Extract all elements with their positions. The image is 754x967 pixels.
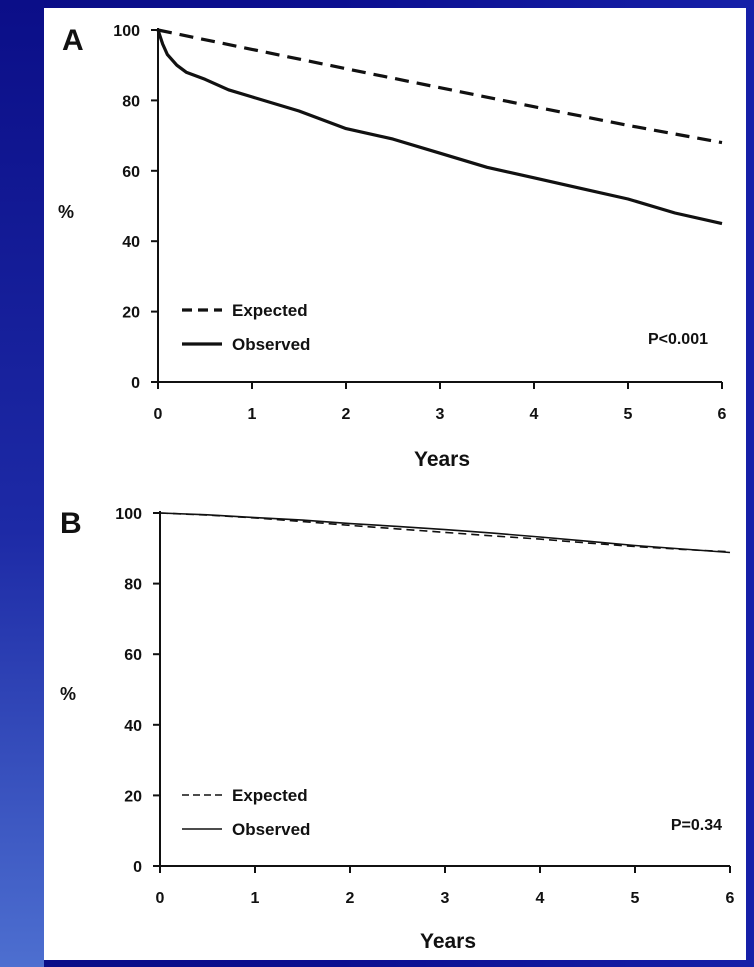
x-tick-label: 1 [248,406,257,423]
legend-label-expected: Expected [232,301,308,320]
y-tick-label: 0 [131,375,140,392]
x-tick-label: 3 [441,890,450,907]
y-tick-label: 80 [122,93,140,110]
y-tick-label: 80 [124,577,142,594]
legend-label-expected: Expected [232,786,308,805]
y-tick-label: 60 [124,647,142,664]
x-axis-label: Years [414,448,470,471]
y-tick-label: 0 [133,859,142,876]
y-axis-label: % [58,202,74,222]
y-tick-label: 100 [115,506,142,523]
chart-panel-A: A 0 20 40 60 80 100 0 1 2 3 4 5 6% Years Expected Observ… [58,23,727,471]
y-tick-label: 20 [124,788,142,805]
y-tick-label: 40 [122,234,140,251]
x-tick-label: 2 [346,890,355,907]
y-tick-label: 20 [122,305,140,322]
series-line-observed [156,29,723,226]
x-tick-label: 2 [342,406,351,423]
x-tick-label: 1 [251,890,260,907]
legend-label-observed: Observed [232,820,310,839]
x-tick-label: 0 [156,890,165,907]
p-value-annotation: P=0.34 [671,817,722,834]
x-tick-label: 4 [536,890,545,907]
x-tick-label: 5 [631,890,640,907]
x-tick-label: 3 [436,406,445,423]
x-tick-label: 0 [154,406,163,423]
p-value-annotation: P<0.001 [648,331,708,348]
series-line-expected [157,28,723,145]
series-line-observed [159,512,731,554]
x-tick-label: 5 [624,406,633,423]
x-tick-label: 6 [718,406,727,423]
legend-label-observed: Observed [232,335,310,354]
y-axis-label: % [60,684,76,704]
y-tick-label: 40 [124,718,142,735]
y-tick-label: 60 [122,164,140,181]
x-tick-label: 4 [530,406,539,423]
x-axis-label: Years [420,930,476,953]
x-tick-label: 6 [726,890,735,907]
panel-label: B [60,507,82,540]
chart-panel-B: B 0 20 40 60 80 100 0 1 2 3 4 5 6% Years Expected Observ… [60,506,735,953]
panel-label: A [62,24,84,57]
background-blue-strip [0,0,44,967]
y-tick-label: 100 [113,23,140,40]
